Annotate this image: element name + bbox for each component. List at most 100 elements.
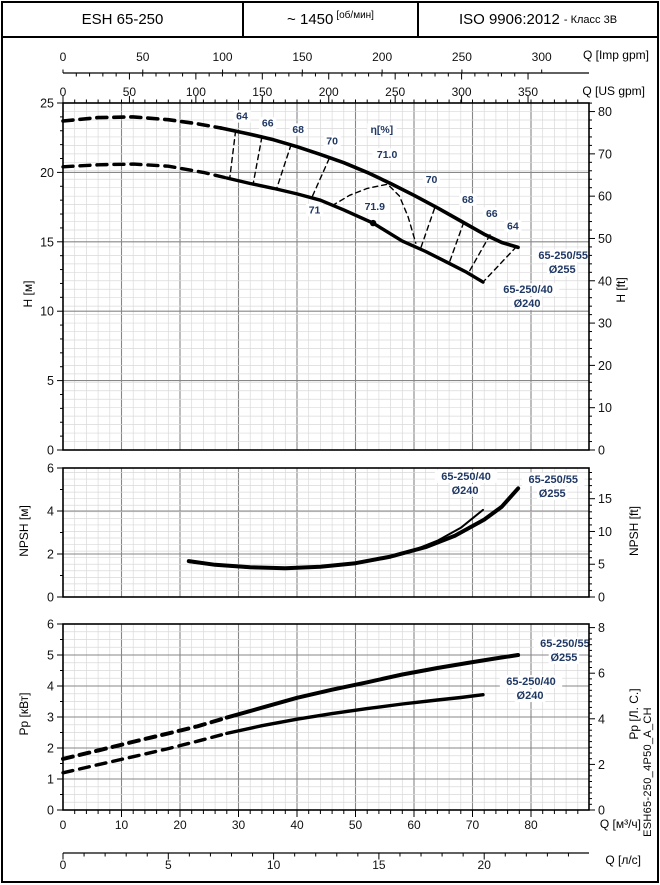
annotation-text: 71: [309, 204, 321, 216]
label-backing: [531, 249, 595, 263]
power-y-left-title: Pp [кВт]: [17, 692, 31, 736]
m3h-tick-label: 30: [232, 818, 246, 832]
label-backing: [372, 148, 402, 161]
power-curve-dashed: [61, 731, 229, 775]
power-right-tick-label: 2: [598, 758, 605, 772]
us-gpm-tick-label: 50: [123, 85, 137, 99]
best-efficiency-point: [369, 219, 377, 227]
head-curve: [219, 126, 520, 250]
efficiency-iso-line: [331, 183, 417, 244]
label-backing: [548, 650, 580, 664]
head-frame: [62, 102, 590, 451]
power-right-tick-label: 4: [598, 712, 605, 726]
m3h-tick-label: 20: [173, 818, 187, 832]
title-block: ESH 65-250 ~ 1450 [об/мин] ISO 9906:2012…: [3, 3, 657, 38]
npsh-right-tick-label: 10: [598, 525, 612, 539]
annotation-text: Ø240: [452, 485, 479, 497]
annotation-text: 66: [486, 208, 498, 220]
head-y-left-title: H [м]: [21, 280, 35, 308]
annotation-text: 64: [507, 220, 519, 232]
label-backing: [434, 469, 498, 483]
m3h-tick-label: 50: [349, 818, 363, 832]
label-backing: [496, 283, 560, 297]
annotation-text: η[%]: [370, 124, 393, 136]
annotation-text: 65-250/55: [538, 250, 588, 262]
imp-gpm-tick-label: 300: [532, 50, 552, 64]
label-backing: [289, 123, 307, 136]
m3h-axis-label: Q [м³/ч]: [598, 817, 642, 831]
us-gpm-tick-label: 350: [518, 85, 538, 99]
label-backing: [511, 297, 543, 311]
annotation-text: Ø255: [550, 652, 577, 664]
efficiency-iso-line: [229, 130, 237, 180]
label-backing: [323, 135, 341, 148]
head-curve-dashed: [61, 115, 223, 130]
annotation-text: Ø255: [549, 264, 576, 276]
chart-frames: [62, 102, 590, 811]
label-backing: [546, 263, 578, 277]
npsh-left-tick-label: 0: [47, 591, 54, 605]
us-gpm-tick-label: 200: [319, 85, 339, 99]
head-right-tick-label: 20: [598, 359, 612, 373]
label-backing: [422, 173, 441, 186]
annotation-text: 68: [292, 124, 304, 136]
npsh-left-tick-label: 2: [47, 548, 54, 562]
us-gpm-axis-label: Q [US gpm]: [581, 84, 646, 98]
us-gpm-tick-label: 100: [186, 85, 206, 99]
annotation-text: 71.9: [365, 201, 386, 213]
annotation-text: 71.0: [377, 149, 398, 161]
annotation-text: 65-250/40: [506, 676, 556, 688]
power-right-tick-label: 0: [598, 804, 605, 818]
label-backing: [233, 110, 251, 123]
ls-tick-label: 5: [165, 858, 172, 872]
us-gpm-tick-label: 150: [252, 85, 272, 99]
power-right-tick-label: 8: [598, 621, 605, 635]
imp-gpm-axis-label: Q [Imp gpm]: [581, 48, 650, 62]
standard-class-text: - Класс 3В: [563, 13, 618, 26]
head-curve-dashed: [61, 162, 229, 180]
head-right-tick-label: 40: [598, 274, 612, 288]
head-right-tick-label: 10: [598, 401, 612, 415]
npsh-left-tick-label: 4: [47, 505, 54, 519]
power-left-tick-label: 2: [47, 742, 54, 756]
efficiency-iso-line: [310, 157, 330, 199]
power-left-tick-label: 1: [47, 773, 54, 787]
label-backing: [522, 473, 585, 487]
annotation-text: 65-250/55: [540, 638, 590, 650]
label-backing: [449, 483, 481, 497]
efficiency-iso-line: [275, 143, 292, 190]
npsh-right-tick-label: 5: [598, 558, 605, 572]
annotation-text: 65-250/40: [441, 471, 491, 483]
label-backing: [533, 636, 597, 650]
power-left-tick-label: 0: [47, 804, 54, 818]
head-left-tick-label: 25: [40, 97, 54, 111]
annotation-text: 65-250/55: [528, 474, 578, 486]
label-backing: [360, 200, 390, 213]
power-right-tick-label: 6: [598, 667, 605, 681]
head-left-tick-label: 20: [40, 166, 54, 180]
annotation-text: 66: [262, 118, 274, 130]
head-y-right-title: H [ft]: [614, 277, 628, 303]
ls-tick-label: 15: [372, 858, 386, 872]
imp-gpm-tick-label: 200: [372, 50, 392, 64]
power-curve-dashed: [61, 715, 229, 761]
head-left-tick-label: 10: [40, 305, 54, 319]
power-left-tick-label: 6: [47, 618, 54, 632]
imp-gpm-tick-label: 250: [452, 50, 472, 64]
m3h-tick-label: 60: [407, 818, 421, 832]
document-code-label: ESH65-250_4P50_A_CH: [642, 707, 654, 837]
annotation-text: 65-250/40: [503, 284, 553, 296]
ls-tick-label: 0: [60, 858, 67, 872]
head-left-tick-label: 5: [47, 374, 54, 388]
us-gpm-tick-label: 250: [385, 85, 405, 99]
efficiency-iso-line: [482, 246, 518, 283]
pump-standard: ISO 9906:2012 - Класс 3В: [419, 3, 657, 36]
head-right-tick-label: 30: [598, 317, 612, 331]
head-left-tick-label: 0: [47, 444, 54, 458]
pump-speed-value: ~ 1450: [287, 11, 334, 28]
npsh-curve: [187, 508, 484, 570]
us-gpm-tick-label: 300: [452, 85, 472, 99]
label-backing: [367, 123, 397, 136]
